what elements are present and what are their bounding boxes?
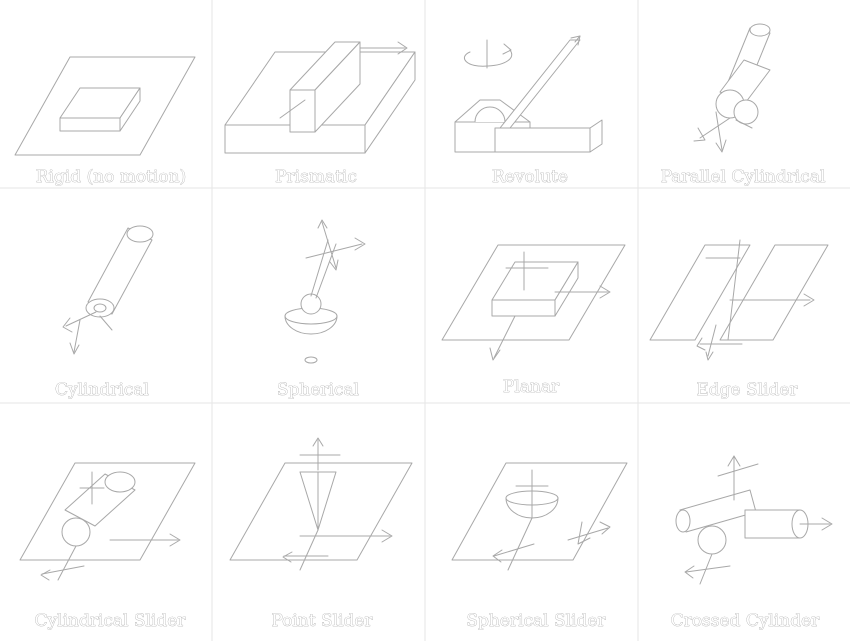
joint-label: Crossed Cylinder: [671, 611, 821, 631]
revolute-joint-icon: [454, 35, 603, 153]
joint-label: Prismatic: [275, 167, 357, 187]
joint-cell-rigid: Rigid (no motion): [14, 56, 196, 187]
joint-cell-cylindrical-slider: Cylindrical Slider: [19, 462, 196, 631]
joint-cell-spherical-slider: Spherical Slider: [451, 462, 628, 631]
joint-cell-planar: Planar: [441, 244, 626, 397]
joint-cell-spherical: Spherical: [277, 219, 366, 400]
joint-cell-crossed-cylinder: Crossed Cylinder: [670, 455, 833, 631]
joint-cell-cylindrical: Cylindrical: [55, 225, 154, 400]
joint-cell-parallel-cylindrical: Parallel Cylindrical: [660, 23, 826, 187]
joint-label: Planar: [503, 377, 560, 397]
joint-label: Parallel Cylindrical: [661, 167, 826, 187]
joint-label: Point Slider: [271, 611, 373, 631]
edge-slider-joint-icon: [649, 239, 829, 361]
cylindrical-joint-icon: [62, 225, 154, 355]
crossed-cylinder-joint-icon: [675, 455, 833, 585]
planar-joint-icon: [441, 244, 626, 361]
joint-label: Edge Slider: [696, 380, 798, 400]
rigid-joint-icon: [14, 56, 196, 156]
joint-cell-revolute: Revolute: [454, 35, 603, 187]
joint-label: Cylindrical: [55, 380, 149, 400]
spherical-joint-icon: [284, 219, 366, 364]
joint-cell-edge-slider: Edge Slider: [649, 239, 829, 400]
joint-label: Revolute: [492, 167, 568, 187]
cylindrical-slider-joint-icon: [19, 462, 196, 581]
spherical-slider-joint-icon: [451, 462, 628, 571]
joint-label: Spherical: [277, 380, 359, 400]
joint-label: Cylindrical Slider: [35, 611, 187, 631]
joint-label: Rigid (no motion): [36, 167, 187, 187]
point-slider-joint-icon: [229, 437, 413, 571]
parallel-cylindrical-joint-icon: [693, 23, 771, 153]
joint-label: Spherical Slider: [466, 611, 606, 631]
prismatic-joint-icon: [224, 41, 416, 154]
joint-cell-point-slider: Point Slider: [229, 437, 413, 631]
joint-cell-prismatic: Prismatic: [224, 41, 416, 187]
